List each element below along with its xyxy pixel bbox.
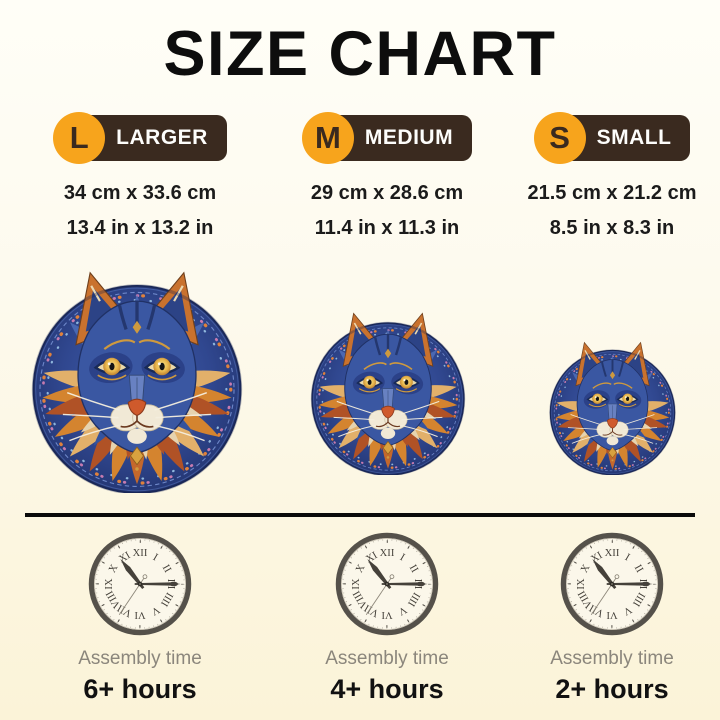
assembly-hours-value: 2+ hours [555, 674, 669, 704]
size-letter-circle: M [301, 112, 354, 164]
clock-icon [559, 531, 665, 637]
dimensions-inch: 13.4 in x 13.2 in [66, 217, 214, 239]
page-title: SIZE CHART [163, 19, 557, 89]
clock-icon [87, 531, 193, 637]
dimensions-cm: 34 cm x 33.6 cm [63, 182, 217, 204]
column-larger: L LARGER 34 cm x 33.6 cm 13.4 in x 13.2 … [0, 0, 280, 720]
cat-puzzle-preview-small [547, 337, 678, 475]
assembly-hours-value: 4+ hours [330, 674, 444, 704]
cat-puzzle-preview-medium [308, 307, 468, 475]
dimensions-medium: 29 cm x 28.6 cm 11.4 in x 11.3 in [247, 176, 527, 246]
column-small: S SMALL 21.5 cm x 21.2 cm 8.5 in x 8.3 i… [472, 0, 720, 720]
dimensions-small: 21.5 cm x 21.2 cm 8.5 in x 8.3 in [472, 176, 720, 246]
assembly-larger: Assembly time 6+ hours [0, 646, 280, 706]
dimensions-cm: 29 cm x 28.6 cm [310, 182, 464, 204]
assembly-hours-value: 6+ hours [83, 674, 197, 704]
assembly-small: Assembly time 2+ hours [472, 646, 720, 706]
column-medium: M MEDIUM 29 cm x 28.6 cm 11.4 in x 11.3 … [247, 0, 527, 720]
assembly-time-label: Assembly time [550, 648, 674, 669]
size-badge-label: LARGER [79, 115, 227, 161]
assembly-medium: Assembly time 4+ hours [247, 646, 527, 706]
size-badge-larger: L LARGER [53, 112, 227, 164]
dimensions-inch: 8.5 in x 8.3 in [549, 217, 675, 239]
cat-puzzle-preview-large [28, 264, 246, 493]
dimensions-larger: 34 cm x 33.6 cm 13.4 in x 13.2 in [0, 176, 280, 246]
dimensions-cm: 21.5 cm x 21.2 cm [527, 182, 697, 204]
assembly-time-label: Assembly time [78, 648, 202, 669]
size-badge-small: S SMALL [533, 112, 691, 164]
size-letter-circle: S [533, 112, 586, 164]
section-divider [25, 513, 695, 517]
dimensions-inch: 11.4 in x 11.3 in [314, 217, 460, 239]
size-letter-circle: L [53, 112, 106, 164]
assembly-time-label: Assembly time [325, 648, 449, 669]
clock-icon [334, 531, 440, 637]
size-badge-medium: M MEDIUM [301, 112, 473, 164]
